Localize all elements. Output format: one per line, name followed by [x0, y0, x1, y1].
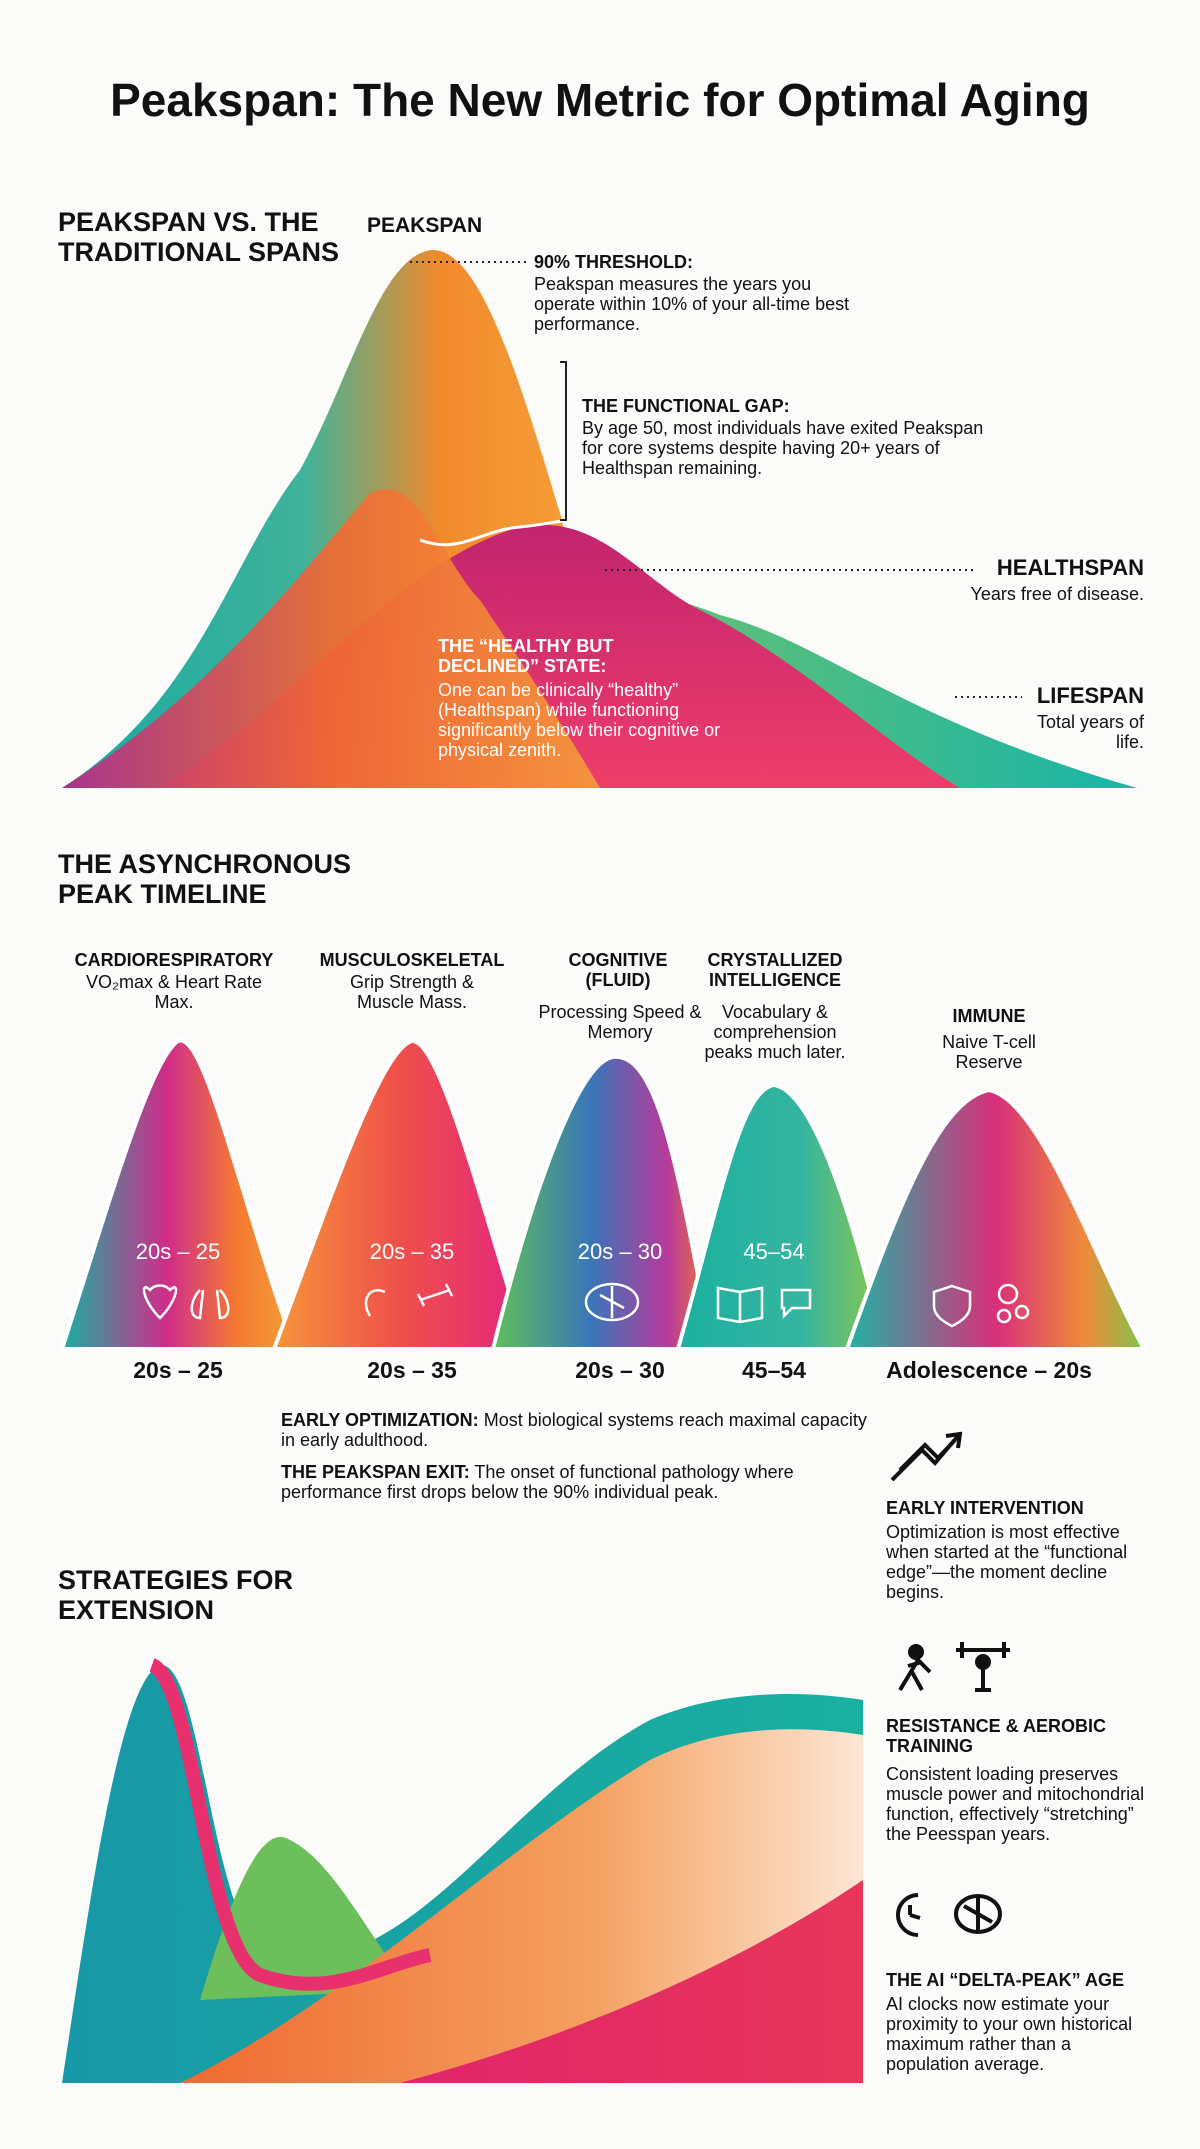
peak-age-inner: 20s – 35 — [369, 1239, 455, 1264]
strategy-title: EARLY INTERVENTION — [886, 1498, 1084, 1518]
callout-title: HEALTHSPAN — [996, 555, 1144, 580]
system-detail: Processing Speed & Memory — [538, 1002, 702, 1043]
callout-title: THE FUNCTIONAL GAP: — [582, 396, 790, 416]
system-detail: Naive T-cell Reserve — [942, 1032, 1036, 1073]
strategy-text: Optimization is most effective when star… — [886, 1522, 1128, 1603]
system-detail: VO₂max & Heart Rate Max. — [85, 972, 263, 1013]
cognitive-peak — [490, 1054, 715, 1351]
pink-wave — [400, 1880, 863, 2083]
section-heading: STRATEGIES FOR EXTENSION — [58, 1565, 294, 1625]
timeline-note: EARLY OPTIMIZATION: Most biological syst… — [281, 1410, 871, 1450]
peak-age: 20s – 35 — [367, 1357, 457, 1383]
cardio-peak — [59, 1038, 298, 1351]
strategy-title: RESISTANCE & AEROBIC TRAINING — [886, 1716, 1107, 1757]
system-name: CARDIORESPIRATORY — [74, 950, 274, 970]
strategy-title: THE AI “DELTA-PEAK” AGE — [886, 1970, 1124, 1990]
note-text: Most biological systems reach maximal ca… — [281, 1410, 867, 1451]
peak-age: 20s – 30 — [575, 1357, 665, 1383]
peak-age-inner: 20s – 25 — [135, 1239, 221, 1264]
note-text: The onset of functional pathology where … — [281, 1462, 794, 1503]
callout-title: 90% THRESHOLD: — [534, 252, 694, 272]
pink-line — [148, 1658, 432, 1991]
peak-age-inner: 20s – 30 — [577, 1239, 663, 1264]
strategy-text: Consistent loading preserves muscle powe… — [886, 1764, 1145, 1845]
immune-peak — [844, 1087, 1148, 1351]
note-title: THE PEAKSPAN EXIT: — [281, 1462, 470, 1482]
system-name: IMMUNE — [952, 1006, 1026, 1026]
crystallized-peak — [675, 1082, 887, 1351]
system-name: COGNITIVE (FLUID) — [568, 950, 668, 991]
peak-age-inner: 45–54 — [743, 1239, 805, 1264]
strategy-text: AI clocks now estimate your proximity to… — [886, 1994, 1133, 2075]
section-heading: PEAKSPAN VS. THE TRADITIONAL SPANS — [58, 207, 340, 267]
peak-label: PEAKSPAN — [367, 214, 483, 237]
gap-bracket — [560, 361, 567, 521]
callout-text: Peakspan measures the years you operate … — [534, 274, 850, 335]
leader-lines — [410, 261, 1022, 698]
callout-text: By age 50, most individuals have exited … — [582, 418, 984, 479]
system-icons — [142, 1282, 1030, 1328]
note-title: EARLY OPTIMIZATION: — [281, 1410, 479, 1430]
system-name: CRYSTALLIZED INTELLIGENCE — [707, 950, 843, 991]
front-area — [62, 489, 600, 788]
healthspan-edge — [419, 520, 564, 547]
callout-text: Years free of disease. — [970, 584, 1144, 604]
state-title: THE “HEALTHY BUT DECLINED” STATE: — [438, 636, 614, 677]
state-text: One can be clinically “healthy” (Healths… — [438, 680, 721, 761]
system-name: MUSCULOSKELETAL — [319, 950, 505, 970]
strategy-icons — [890, 1431, 1010, 1937]
peak-age: Adolescence – 20s — [886, 1357, 1092, 1383]
peak-age: 45–54 — [742, 1357, 806, 1383]
timeline-note: THE PEAKSPAN EXIT: The onset of function… — [281, 1462, 871, 1502]
section-heading: THE ASYNCHRONOUS PEAK TIMELINE — [58, 849, 352, 909]
callout-text: Total years of life. — [1036, 712, 1144, 753]
musculo-peak — [271, 1038, 530, 1351]
system-detail: Grip Strength & Muscle Mass. — [349, 972, 475, 1013]
system-detail: Vocabulary & comprehension peaks much la… — [704, 1002, 846, 1063]
callout-title: LIFESPAN — [1036, 683, 1144, 708]
green-bump — [200, 1836, 410, 2000]
page-title: Peakspan: The New Metric for Optimal Agi… — [110, 74, 1090, 126]
peak-age: 20s – 25 — [133, 1357, 223, 1383]
